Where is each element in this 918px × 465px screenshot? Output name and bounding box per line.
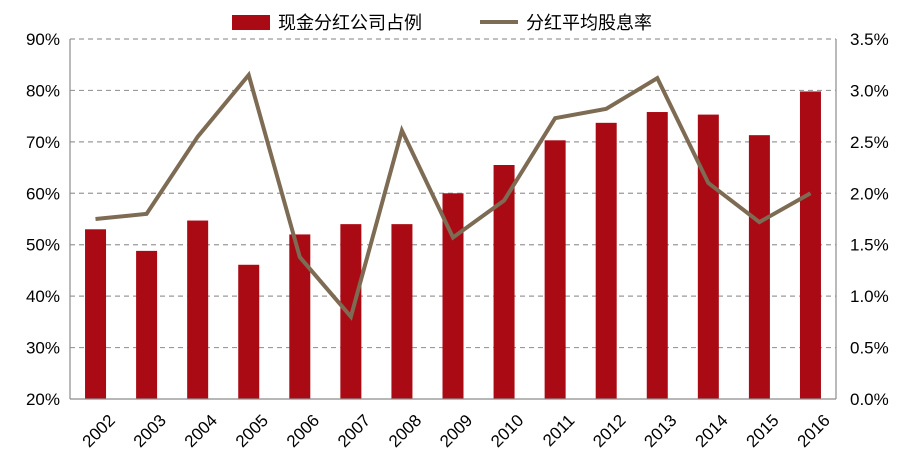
legend: 现金分红公司占例 分红平均股息率 xyxy=(232,13,652,34)
bar-2011 xyxy=(544,140,566,400)
x-tick-label: 2005 xyxy=(232,411,272,451)
x-tick-label: 2006 xyxy=(283,411,323,451)
right-tick-label: 2.0% xyxy=(850,184,889,203)
left-tick-label: 60% xyxy=(26,184,60,203)
bar-series xyxy=(85,91,821,400)
left-tick-label: 50% xyxy=(26,236,60,255)
bar-2008 xyxy=(391,224,413,399)
x-tick-label: 2012 xyxy=(589,411,629,451)
right-tick-label: 2.5% xyxy=(850,133,889,152)
x-tick-label: 2009 xyxy=(436,411,476,451)
x-tick-label: 2011 xyxy=(539,411,578,450)
left-tick-label: 90% xyxy=(26,30,60,49)
x-tick-label: 2010 xyxy=(487,411,527,451)
x-tick-label: 2004 xyxy=(181,411,221,451)
right-tick-label: 3.5% xyxy=(850,30,889,49)
legend-line-label: 分红平均股息率 xyxy=(526,13,652,34)
line-series xyxy=(95,70,812,321)
right-tick-label: 0.5% xyxy=(850,339,889,358)
right-axis-labels: 0.0% 0.5% 1.0% 1.5% 2.0% 2.5% 3.0% 3.5% xyxy=(850,30,889,409)
right-tick-label: 3.0% xyxy=(850,81,889,100)
bar-2013 xyxy=(646,112,668,400)
bar-2010 xyxy=(493,165,515,399)
left-tick-label: 70% xyxy=(26,133,60,152)
bar-2012 xyxy=(595,122,617,399)
right-tick-label: 0.0% xyxy=(850,390,889,409)
bar-2009 xyxy=(442,193,464,399)
left-axis-labels: 20% 30% 40% 50% 60% 70% 80% 90% xyxy=(26,30,60,409)
bar-2003 xyxy=(136,250,158,399)
bar-2015 xyxy=(748,135,770,399)
x-tick-label: 2014 xyxy=(691,411,731,451)
right-tick-label: 1.0% xyxy=(850,287,889,306)
bar-2005 xyxy=(238,264,260,399)
bar-2016 xyxy=(799,91,821,399)
left-tick-label: 80% xyxy=(26,81,60,100)
x-tick-label: 2008 xyxy=(385,411,425,451)
bar-2006 xyxy=(289,234,311,399)
bar-2004 xyxy=(187,220,209,399)
left-tick-label: 40% xyxy=(26,287,60,306)
x-tick-label: 2015 xyxy=(743,411,783,451)
x-axis-labels: 2002 2003 2004 2005 2006 2007 2008 2009 2010 2011… xyxy=(79,411,834,451)
left-tick-label: 30% xyxy=(26,339,60,358)
x-tick-label: 2003 xyxy=(130,411,170,451)
x-tick-label: 2007 xyxy=(334,411,374,451)
x-tick-label: 2002 xyxy=(79,411,119,451)
legend-bar-swatch xyxy=(232,15,270,30)
bar-2014 xyxy=(697,114,719,399)
x-tick-label: 2013 xyxy=(640,411,680,451)
axes xyxy=(69,39,837,400)
x-tick-label: 2016 xyxy=(794,411,834,451)
right-tick-label: 1.5% xyxy=(850,236,889,255)
legend-bar-label: 现金分红公司占例 xyxy=(278,13,422,34)
bar-2002 xyxy=(85,229,107,399)
left-tick-label: 20% xyxy=(26,390,60,409)
